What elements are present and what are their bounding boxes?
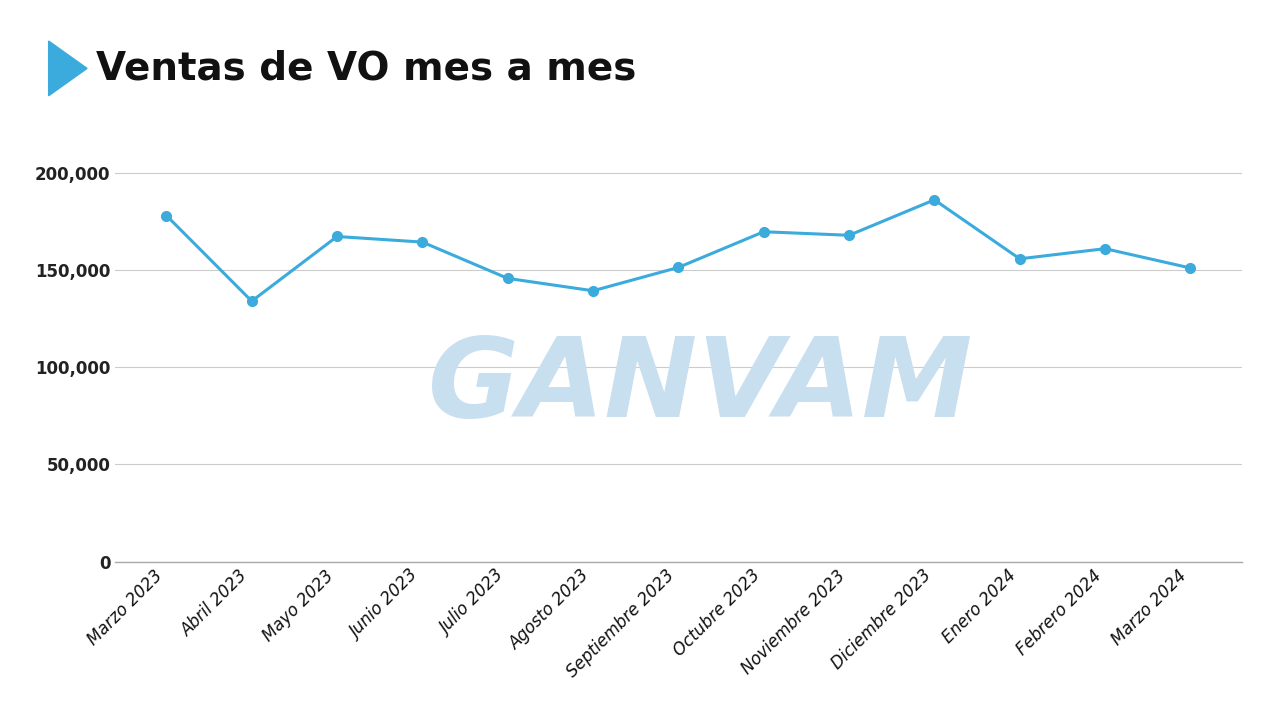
Text: GANVAM: GANVAM	[429, 333, 974, 440]
Text: Ventas de VO mes a mes: Ventas de VO mes a mes	[96, 50, 636, 87]
